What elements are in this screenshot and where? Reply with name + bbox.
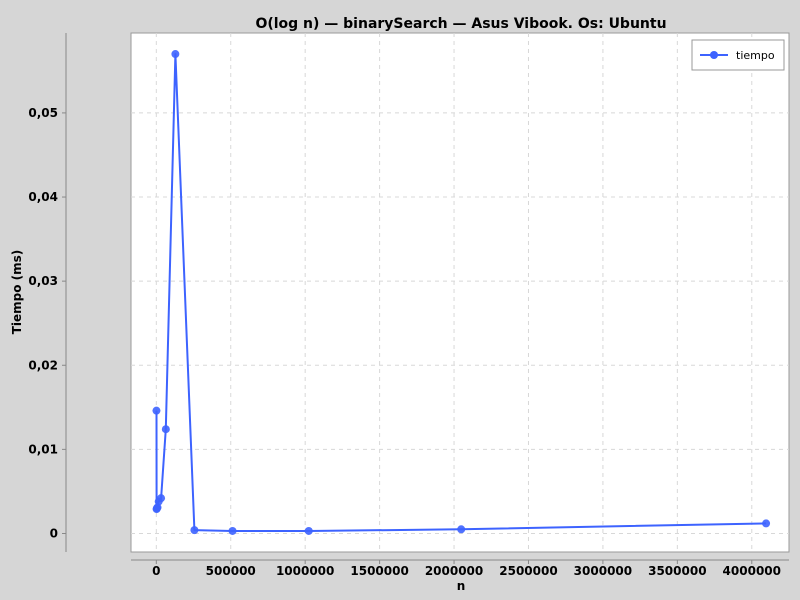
- grid: [131, 33, 789, 552]
- data-point: [161, 425, 170, 434]
- legend-marker-swatch: [710, 51, 718, 59]
- y-ticks: 0 0,01 0,02 0,03 0,04 0,05: [28, 106, 66, 540]
- x-tick-label: 4000000: [723, 564, 781, 578]
- x-tick-label: 0: [152, 564, 160, 578]
- data-point: [762, 519, 771, 528]
- x-tick-label: 3500000: [648, 564, 706, 578]
- y-tick-label: 0,01: [28, 442, 58, 456]
- chart-title: O(log n) — binarySearch — Asus Vibook. O…: [255, 16, 666, 32]
- legend: tiempo: [691, 39, 785, 71]
- legend-entry-tiempo: tiempo: [736, 49, 775, 62]
- x-tick-label: 500000: [206, 564, 256, 578]
- y-tick-label: 0,04: [28, 190, 58, 204]
- plot-area: [130, 32, 790, 553]
- data-point: [190, 526, 199, 535]
- data-point: [152, 406, 161, 415]
- data-point: [171, 50, 180, 59]
- y-tick-label: 0,05: [28, 106, 58, 120]
- y-axis-label: Tiempo (ms): [10, 250, 24, 335]
- x-tick-label: 1500000: [350, 564, 408, 578]
- series-group: [152, 50, 771, 535]
- data-point: [457, 525, 466, 534]
- x-tick-label: 2500000: [499, 564, 557, 578]
- y-tick-label: 0,03: [28, 274, 58, 288]
- data-point: [157, 494, 166, 503]
- x-tick-label: 3000000: [574, 564, 632, 578]
- y-tick-label: 0: [50, 526, 58, 540]
- x-axis-label: n: [457, 579, 466, 593]
- x-tick-label: 2000000: [425, 564, 483, 578]
- x-ticks: 0 500000 1000000 1500000 2000000 2500000 30000…: [152, 560, 781, 578]
- data-point: [304, 526, 313, 535]
- x-tick-label: 1000000: [276, 564, 334, 578]
- data-point: [228, 526, 237, 535]
- y-tick-label: 0,02: [28, 358, 58, 372]
